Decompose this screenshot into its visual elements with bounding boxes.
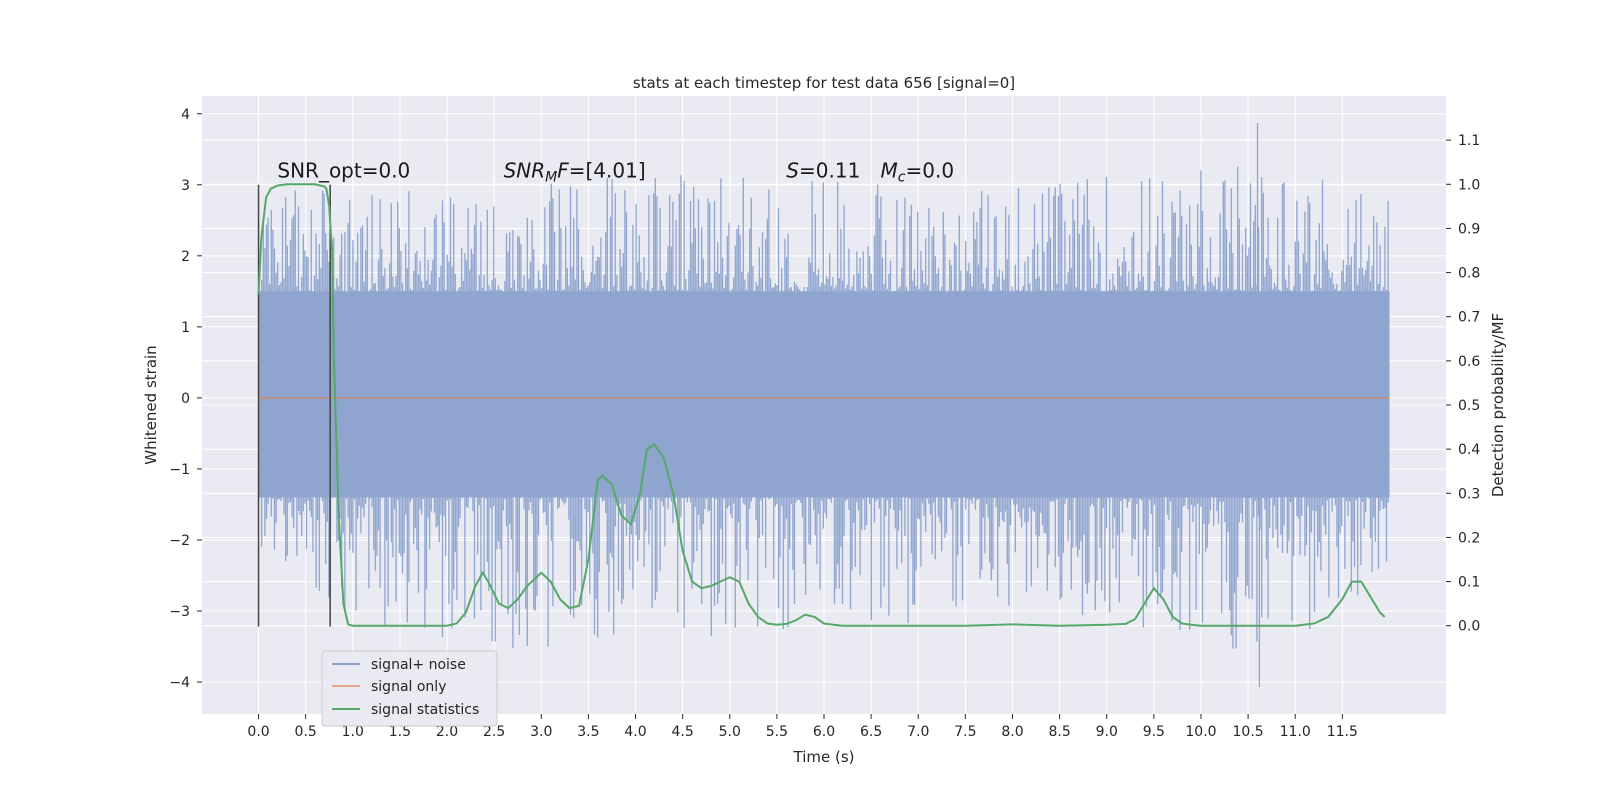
y-left-tick-label: 4: [181, 107, 190, 123]
annotation-mc: Mc=0.0: [881, 159, 955, 186]
y-right-tick-label: 1.1: [1458, 133, 1480, 149]
y-axis-right-label: Detection probability/MF: [1489, 313, 1507, 497]
y-axis-left-label: Whitened strain: [142, 345, 160, 464]
y-right-tick-label: 0.4: [1458, 442, 1480, 458]
x-tick-label: 1.5: [389, 724, 411, 740]
x-tick-label: 0.0: [247, 724, 269, 740]
tick-labels: 0.0 0.5 1.0 1.5 2.0 2.5 3.0 3.5 4.0 4.5 5.0 5.5 6.0 6…: [169, 107, 1480, 740]
annotation-s: S=0.11: [786, 159, 860, 183]
x-tick-label: 10.5: [1233, 724, 1264, 740]
annotation-part: F: [557, 159, 569, 183]
y-right-tick-label: 0.9: [1458, 221, 1480, 237]
x-tick-label: 2.5: [483, 724, 505, 740]
legend-label-signal-noise: signal+ noise: [371, 657, 466, 673]
y-left-tick-label: 0: [181, 391, 190, 407]
y-right-tick-label: 0.7: [1458, 310, 1480, 326]
x-tick-label: 7.5: [954, 724, 976, 740]
x-tick-label: 4.5: [672, 724, 694, 740]
legend: signal+ noise signal only signal statist…: [321, 650, 498, 727]
annotation-part: S: [786, 159, 799, 183]
x-tick-label: 11.5: [1327, 724, 1358, 740]
x-tick-label: 4.0: [624, 724, 646, 740]
x-tick-label: 6.5: [860, 724, 882, 740]
y-right-tick-label: 0.2: [1458, 530, 1480, 546]
y-left-tick-label: −2: [169, 533, 190, 549]
x-tick-label: 2.0: [436, 724, 458, 740]
x-axis-label: Time (s): [793, 748, 855, 766]
y-right-tick-label: 0.6: [1458, 354, 1480, 370]
annotation-part: SNR: [504, 159, 546, 183]
x-tick-label: 8.5: [1048, 724, 1070, 740]
x-tick-label: 3.5: [577, 724, 599, 740]
y-left-tick-label: 3: [181, 178, 190, 194]
x-tick-label: 9.5: [1143, 724, 1165, 740]
legend-box: [321, 650, 498, 727]
x-tick-label: 0.5: [295, 724, 317, 740]
y-left-tick-label: 2: [181, 249, 190, 265]
x-tick-label: 7.0: [907, 724, 929, 740]
annotation-part: =0.11: [799, 159, 860, 183]
chart-title: stats at each timestep for test data 656…: [633, 74, 1015, 92]
annotations: SNR_opt=0.0 SNRMF=[4.01] S=0.11 Mc=0.0: [277, 159, 954, 186]
x-tick-label: 11.0: [1280, 724, 1311, 740]
y-right-tick-label: 0.0: [1458, 619, 1480, 635]
annotation-part: =[4.01]: [569, 159, 646, 183]
legend-label-signal-only: signal only: [371, 679, 446, 695]
x-tick-label: 10.0: [1185, 724, 1216, 740]
x-tick-label: 3.0: [530, 724, 552, 740]
y-left-tick-label: −3: [169, 604, 190, 620]
x-tick-label: 5.5: [766, 724, 788, 740]
x-tick-label: 6.0: [813, 724, 835, 740]
y-right-tick-label: 0.8: [1458, 266, 1480, 282]
legend-label-signal-statistics: signal statistics: [371, 702, 479, 718]
y-left-tick-label: −4: [169, 675, 190, 691]
annotation-part: M: [881, 159, 898, 183]
y-left-tick-label: 1: [181, 320, 190, 336]
x-tick-label: 5.0: [719, 724, 741, 740]
signal-statistics-line: [257, 183, 1386, 627]
annotation-part: c: [898, 169, 906, 185]
signal-noise-series: [257, 122, 1390, 688]
y-left-tick-label: −1: [169, 462, 190, 478]
y-right-tick-label: 1.0: [1458, 177, 1480, 193]
x-tick-label: 8.0: [1001, 724, 1023, 740]
signal-statistics-series: [257, 183, 1386, 627]
x-tick-label: 1.0: [342, 724, 364, 740]
annotation-part: M: [545, 169, 557, 185]
y-right-tick-label: 0.1: [1458, 575, 1480, 591]
y-right-tick-label: 0.5: [1458, 398, 1480, 414]
annotation-snr_mf: SNRMF=[4.01]: [504, 159, 646, 186]
x-tick-label: 9.0: [1096, 724, 1118, 740]
annotation-part: =0.0: [906, 159, 955, 183]
annotation-snr_opt: SNR_opt=0.0: [277, 159, 410, 183]
y-right-tick-label: 0.3: [1458, 486, 1480, 502]
vertical-markers: [257, 184, 331, 627]
